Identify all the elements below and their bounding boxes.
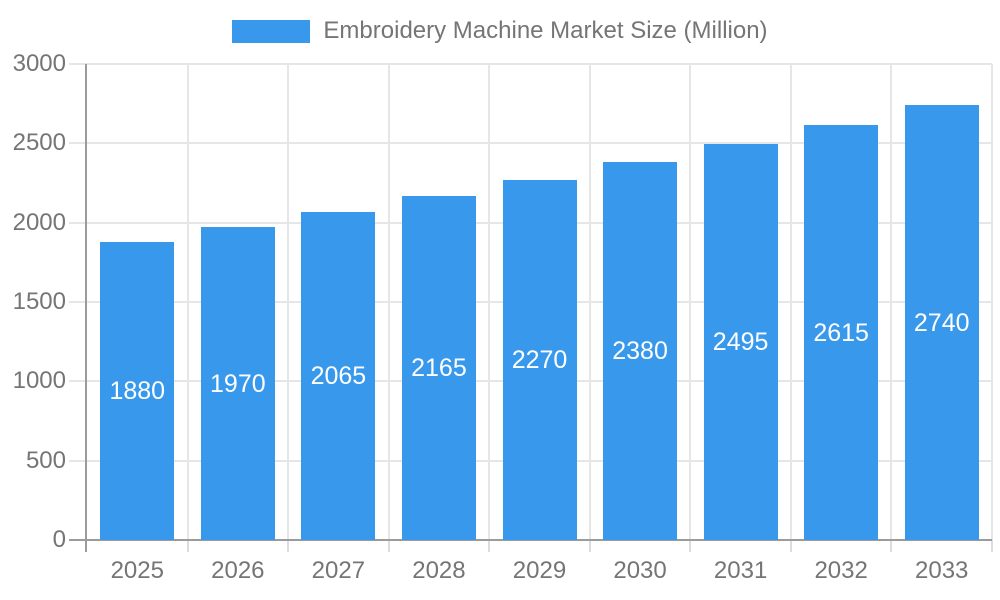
x-axis-line xyxy=(69,539,992,541)
x-axis-category-label: 2032 xyxy=(814,557,868,584)
x-axis-category-label: 2029 xyxy=(512,557,567,584)
x-gridline xyxy=(387,64,390,540)
x-gridline xyxy=(488,64,491,540)
x-axis-category-label: 2033 xyxy=(915,557,969,584)
bar-value-label: 2740 xyxy=(913,308,970,337)
x-gridline xyxy=(789,64,792,540)
bar-2030[interactable] xyxy=(603,162,678,540)
y-axis-tick-label: 2500 xyxy=(12,129,66,157)
y-axis-tick-label: 0 xyxy=(52,526,66,553)
bar-value-label: 2270 xyxy=(511,345,568,374)
bar-2031[interactable] xyxy=(703,144,778,540)
x-axis-category-label: 2025 xyxy=(110,557,164,584)
x-axis-tick xyxy=(186,540,189,552)
x-axis-category-label: 2026 xyxy=(211,557,265,584)
bar-2026[interactable] xyxy=(200,227,275,540)
bar-2028[interactable] xyxy=(401,196,476,540)
bar-value-label: 2380 xyxy=(612,337,668,366)
bar-value-label: 2165 xyxy=(411,354,467,383)
x-gridline xyxy=(689,64,692,540)
bar-2027[interactable] xyxy=(301,212,376,540)
x-gridline xyxy=(287,64,290,540)
y-axis-tick-label: 3000 xyxy=(12,50,66,77)
x-gridline xyxy=(890,64,893,540)
x-axis-tick xyxy=(991,540,993,552)
x-axis-category-label: 2027 xyxy=(311,557,366,584)
x-gridline xyxy=(186,64,189,540)
y-gridline xyxy=(69,142,992,145)
bar-2032[interactable] xyxy=(804,125,879,540)
bar-2025[interactable] xyxy=(100,241,175,540)
x-axis-tick xyxy=(588,540,591,552)
x-gridline xyxy=(991,64,993,540)
x-axis-tick xyxy=(287,540,290,552)
y-axis-line xyxy=(85,64,87,552)
bar-value-label: 1970 xyxy=(210,369,266,398)
y-axis-tick-label: 1500 xyxy=(12,288,66,315)
bar-value-label: 2495 xyxy=(712,328,769,357)
x-axis-tick xyxy=(789,540,792,552)
x-axis-tick xyxy=(890,540,893,552)
x-axis-category-label: 2028 xyxy=(412,557,466,584)
x-gridline xyxy=(588,64,591,540)
legend-label: Embroidery Machine Market Size (Million) xyxy=(323,17,768,44)
bar-2033[interactable] xyxy=(904,105,979,540)
x-axis-category-label: 2031 xyxy=(713,557,768,584)
legend[interactable]: Embroidery Machine Market Size (Million) xyxy=(0,16,1000,46)
y-axis-tick-label: 2000 xyxy=(12,208,66,236)
bar-2029[interactable] xyxy=(502,179,577,540)
bar-value-label: 1880 xyxy=(109,376,166,405)
legend-swatch xyxy=(232,19,311,43)
bar-value-label: 2615 xyxy=(813,318,869,347)
bar-value-label: 2065 xyxy=(310,362,367,391)
x-axis-tick xyxy=(387,540,390,552)
x-axis-category-label: 2030 xyxy=(613,557,667,584)
y-gridline xyxy=(69,63,992,65)
y-axis-tick-label: 500 xyxy=(25,446,66,474)
x-axis-tick xyxy=(689,540,692,552)
y-axis-tick-label: 1000 xyxy=(12,367,66,395)
x-axis-tick xyxy=(488,540,491,552)
